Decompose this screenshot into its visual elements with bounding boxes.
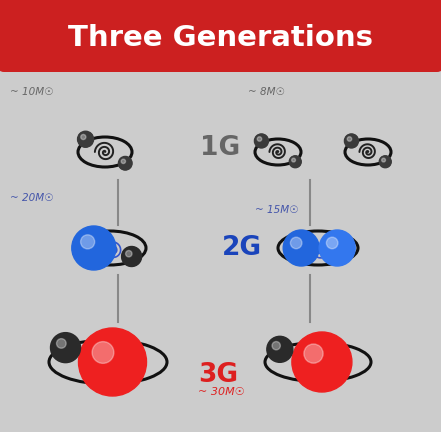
Circle shape bbox=[326, 237, 338, 249]
Circle shape bbox=[92, 342, 114, 363]
Circle shape bbox=[333, 244, 341, 252]
Circle shape bbox=[257, 137, 266, 146]
Circle shape bbox=[256, 136, 266, 146]
Circle shape bbox=[294, 160, 296, 163]
Circle shape bbox=[83, 237, 105, 259]
Circle shape bbox=[95, 345, 130, 379]
FancyBboxPatch shape bbox=[0, 0, 441, 72]
Circle shape bbox=[52, 335, 78, 361]
Circle shape bbox=[384, 160, 387, 163]
Circle shape bbox=[382, 159, 389, 165]
Circle shape bbox=[327, 238, 348, 258]
Circle shape bbox=[98, 347, 127, 377]
Circle shape bbox=[56, 338, 75, 357]
Circle shape bbox=[80, 133, 91, 145]
Circle shape bbox=[86, 240, 102, 256]
Circle shape bbox=[121, 159, 126, 164]
Circle shape bbox=[348, 138, 355, 144]
Circle shape bbox=[80, 134, 91, 144]
Circle shape bbox=[292, 239, 310, 257]
Circle shape bbox=[55, 337, 76, 359]
Circle shape bbox=[57, 339, 74, 356]
Circle shape bbox=[305, 345, 339, 379]
Circle shape bbox=[62, 344, 69, 351]
Circle shape bbox=[256, 136, 267, 146]
Circle shape bbox=[275, 345, 284, 354]
Circle shape bbox=[121, 159, 129, 167]
Circle shape bbox=[258, 137, 265, 145]
Circle shape bbox=[124, 162, 126, 164]
Circle shape bbox=[299, 245, 304, 251]
Circle shape bbox=[103, 352, 123, 372]
Circle shape bbox=[105, 355, 120, 369]
Circle shape bbox=[257, 137, 262, 141]
Circle shape bbox=[273, 343, 286, 356]
Circle shape bbox=[258, 137, 265, 144]
Circle shape bbox=[90, 340, 135, 384]
Circle shape bbox=[270, 340, 289, 359]
Circle shape bbox=[298, 338, 346, 386]
Circle shape bbox=[81, 135, 90, 144]
Circle shape bbox=[348, 137, 355, 145]
Circle shape bbox=[325, 236, 349, 260]
Text: ~ 15M☉: ~ 15M☉ bbox=[255, 205, 299, 215]
Circle shape bbox=[75, 229, 113, 267]
Circle shape bbox=[56, 339, 66, 348]
Circle shape bbox=[321, 231, 354, 265]
Circle shape bbox=[84, 137, 87, 141]
Text: ~ 30M☉: ~ 30M☉ bbox=[198, 387, 245, 397]
Circle shape bbox=[272, 342, 280, 350]
Circle shape bbox=[385, 161, 386, 162]
Circle shape bbox=[81, 235, 106, 260]
Circle shape bbox=[124, 249, 139, 264]
Circle shape bbox=[123, 161, 128, 166]
Circle shape bbox=[380, 157, 390, 167]
Circle shape bbox=[297, 244, 305, 252]
Text: ~ 10M☉: ~ 10M☉ bbox=[10, 87, 53, 97]
Circle shape bbox=[60, 342, 71, 353]
Circle shape bbox=[328, 239, 346, 257]
Text: 2G: 2G bbox=[222, 235, 262, 261]
Circle shape bbox=[255, 135, 267, 147]
Circle shape bbox=[88, 338, 137, 386]
Text: Three Generations: Three Generations bbox=[68, 24, 373, 52]
Circle shape bbox=[63, 346, 68, 350]
Text: ~ 20M☉: ~ 20M☉ bbox=[10, 193, 53, 203]
Circle shape bbox=[347, 137, 352, 141]
Circle shape bbox=[82, 137, 89, 142]
Circle shape bbox=[79, 133, 92, 146]
Circle shape bbox=[380, 156, 391, 167]
Circle shape bbox=[128, 253, 135, 260]
Circle shape bbox=[322, 232, 353, 264]
Circle shape bbox=[347, 137, 356, 146]
Circle shape bbox=[381, 158, 385, 162]
Circle shape bbox=[383, 159, 388, 164]
Circle shape bbox=[129, 254, 135, 260]
Circle shape bbox=[259, 139, 263, 143]
Circle shape bbox=[119, 157, 131, 170]
Circle shape bbox=[331, 241, 344, 254]
Circle shape bbox=[292, 332, 352, 392]
Circle shape bbox=[291, 158, 299, 166]
Circle shape bbox=[54, 336, 77, 359]
Circle shape bbox=[61, 343, 70, 352]
Circle shape bbox=[304, 344, 323, 363]
Circle shape bbox=[124, 162, 127, 165]
Circle shape bbox=[323, 234, 351, 262]
Circle shape bbox=[78, 132, 93, 147]
Circle shape bbox=[313, 353, 331, 371]
Text: 3G: 3G bbox=[198, 362, 238, 388]
Circle shape bbox=[100, 349, 125, 374]
Circle shape bbox=[293, 159, 297, 164]
Circle shape bbox=[122, 160, 128, 166]
Circle shape bbox=[291, 157, 300, 166]
Circle shape bbox=[78, 132, 93, 146]
Circle shape bbox=[82, 136, 89, 143]
Circle shape bbox=[289, 156, 301, 168]
Text: ~ 8M☉: ~ 8M☉ bbox=[248, 87, 285, 97]
Circle shape bbox=[269, 339, 290, 359]
Circle shape bbox=[130, 255, 133, 258]
Circle shape bbox=[381, 157, 390, 166]
Circle shape bbox=[260, 140, 262, 142]
